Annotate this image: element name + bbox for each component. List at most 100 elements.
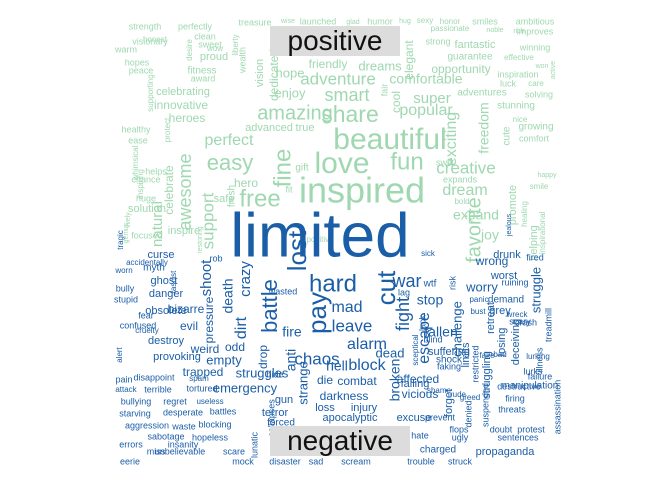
- negative-word: ugly: [452, 432, 469, 442]
- negative-word: suspended: [480, 383, 490, 427]
- negative-word: useless: [196, 397, 223, 406]
- positive-word: gift: [295, 163, 309, 174]
- negative-word: spam: [189, 374, 209, 383]
- negative-word: challenge: [449, 301, 464, 357]
- negative-word: fired: [526, 252, 544, 262]
- positive-word: guarantee: [447, 52, 492, 63]
- positive-word: wow: [206, 44, 223, 53]
- negative-word: ghost: [151, 275, 178, 287]
- negative-word: fear: [138, 310, 154, 320]
- positive-word: freedom: [476, 102, 492, 153]
- positive-word: heroes: [169, 111, 206, 125]
- negative-word: wtf: [423, 279, 437, 290]
- positive-word: humor: [367, 16, 393, 26]
- positive-word: fun: [390, 148, 423, 175]
- negative-word: waste: [171, 421, 196, 431]
- negative-word: limits: [460, 342, 472, 368]
- positive-word: stunning: [497, 101, 535, 112]
- positive-word: genius: [123, 222, 130, 243]
- negative-word: errors: [119, 439, 143, 449]
- negative-word: lunatic: [249, 431, 259, 458]
- positive-word: healthy: [121, 124, 151, 134]
- positive-word: inspiration: [497, 69, 538, 79]
- negative-word: ruining: [501, 277, 528, 287]
- positive-word: love: [314, 147, 369, 180]
- negative-word: terror: [262, 407, 289, 419]
- negative-word: threats: [498, 404, 526, 414]
- positive-word: swift: [436, 157, 454, 167]
- positive-word: expands: [443, 174, 478, 184]
- positive-word: nice: [513, 115, 528, 124]
- negative-word: sabotage: [147, 431, 184, 441]
- negative-word: bust: [470, 307, 486, 316]
- negative-word: shame: [427, 386, 452, 395]
- negative-word: trapped: [183, 365, 224, 379]
- positive-word: honor: [440, 17, 461, 26]
- negative-word: struggling: [481, 351, 493, 399]
- negative-word: death: [220, 278, 236, 313]
- positive-word: dreams: [358, 58, 402, 73]
- negative-word: pressure: [202, 296, 216, 343]
- positive-word: inspirational: [538, 211, 547, 254]
- negative-word: wrong: [475, 254, 509, 268]
- positive-word: inspired: [299, 170, 425, 211]
- negative-word: jealous: [506, 213, 513, 237]
- negative-word: collapses: [266, 399, 276, 437]
- negative-word: tragic: [116, 230, 125, 250]
- negative-word: shock: [436, 355, 463, 366]
- positive-word: glad: [346, 19, 359, 26]
- positive-word: winning: [519, 42, 551, 52]
- negative-word: odd: [225, 340, 245, 354]
- negative-word: leave: [332, 316, 373, 335]
- positive-word: award: [191, 73, 216, 83]
- negative-word: deceiving: [510, 319, 522, 365]
- negative-word: die: [317, 373, 333, 387]
- negative-word: provoking: [153, 351, 201, 363]
- positive-word: fit: [285, 184, 293, 194]
- positive-word: share: [321, 101, 379, 127]
- negative-word: unbelievable: [155, 446, 206, 456]
- positive-word: joy: [480, 227, 499, 243]
- negative-word: propaganda: [476, 446, 536, 458]
- positive-word: creative: [436, 158, 496, 177]
- negative-word: struggles: [236, 365, 289, 380]
- negative-word: scare: [223, 446, 245, 456]
- positive-word: improves: [517, 26, 554, 36]
- positive-label: positive: [270, 26, 400, 56]
- negative-word: wreck: [506, 310, 529, 319]
- positive-word: comfortable: [389, 71, 462, 87]
- negative-word: falling: [401, 378, 430, 390]
- negative-word: crash: [515, 317, 537, 327]
- positive-word: strong: [425, 36, 450, 46]
- positive-word: lively: [125, 212, 132, 228]
- negative-word: rude: [450, 390, 467, 399]
- negative-word: lurking: [526, 352, 550, 361]
- negative-word: starving: [119, 408, 151, 418]
- positive-word: safe: [214, 193, 235, 205]
- negative-word: stop: [417, 292, 444, 308]
- negative-word: obsolete: [145, 305, 187, 317]
- positive-word: hope: [276, 65, 305, 80]
- negative-word: fake: [479, 351, 495, 360]
- positive-word: fine: [269, 149, 296, 188]
- negative-word: losing: [496, 328, 508, 357]
- positive-word: proud: [200, 51, 228, 63]
- negative-word: escape: [416, 312, 433, 364]
- negative-word: drop: [256, 345, 270, 369]
- positive-word: cute: [502, 126, 513, 145]
- positive-word: warm: [114, 44, 137, 54]
- positive-word: perfect: [205, 132, 254, 149]
- negative-word: restricted: [470, 345, 480, 382]
- negative-word: denied: [463, 400, 473, 427]
- negative-word: accidentally: [126, 258, 168, 267]
- negative-word: affected: [397, 372, 439, 386]
- negative-word: empty: [206, 352, 242, 367]
- positive-word: peace: [129, 65, 154, 75]
- negative-word: worst: [490, 270, 517, 282]
- positive-word: wealth: [237, 47, 247, 74]
- positive-word: liberty: [231, 34, 240, 55]
- negative-word: mock: [232, 456, 254, 466]
- positive-word: fantastic: [455, 39, 496, 51]
- negative-word: manipulation: [502, 381, 559, 392]
